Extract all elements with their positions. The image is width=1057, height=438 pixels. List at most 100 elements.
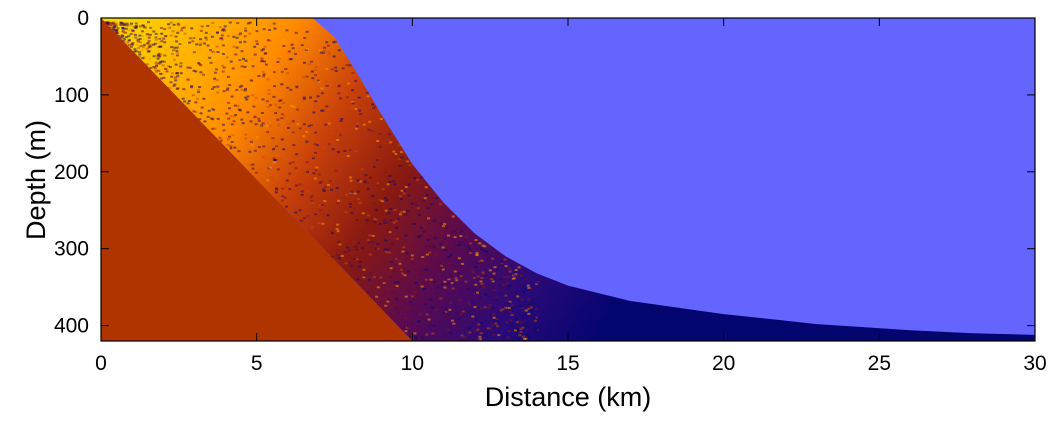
field-speckle (172, 90, 176, 93)
field-speckle (468, 303, 472, 306)
field-speckle (367, 241, 371, 244)
field-speckle (483, 306, 487, 309)
field-speckle (413, 218, 417, 221)
field-speckle (164, 35, 168, 37)
field-speckle (535, 282, 539, 285)
field-speckle (523, 280, 527, 283)
field-speckle (197, 91, 201, 94)
field-speckle (336, 139, 339, 141)
field-speckle (407, 194, 411, 197)
field-speckle (394, 226, 398, 229)
field-speckle (257, 75, 261, 77)
field-speckle (213, 77, 217, 80)
field-speckle (147, 36, 151, 39)
x-axis: 0 5 10 15 20 25 30 (95, 18, 1047, 375)
field-speckle (521, 314, 525, 317)
field-speckle (385, 199, 389, 202)
field-speckle (453, 270, 457, 273)
field-speckle (163, 41, 167, 44)
field-speckle (325, 84, 329, 87)
field-speckle (337, 92, 341, 95)
field-speckle (370, 129, 374, 132)
field-speckle (514, 269, 518, 271)
field-speckle (189, 106, 192, 109)
field-speckle (402, 246, 406, 249)
field-speckle (474, 239, 478, 241)
field-speckle (141, 49, 145, 52)
field-speckle (392, 180, 395, 183)
field-speckle (476, 305, 480, 307)
field-speckle (249, 120, 253, 123)
field-speckle (191, 40, 195, 43)
field-speckle (516, 321, 520, 324)
field-speckle (134, 25, 138, 28)
field-speckle (240, 118, 244, 121)
field-speckle (309, 124, 313, 126)
field-speckle (358, 261, 362, 263)
field-speckle (242, 57, 245, 60)
field-region (101, 18, 1035, 341)
field-speckle (228, 84, 232, 86)
field-speckle (175, 51, 179, 54)
field-speckle (499, 309, 503, 312)
field-speckle (504, 265, 508, 268)
field-speckle (266, 105, 270, 108)
field-speckle (403, 267, 407, 270)
field-texture (104, 21, 540, 341)
field-speckle (499, 278, 503, 281)
field-speckle (404, 243, 407, 246)
field-speckle (454, 244, 458, 247)
field-speckle (399, 195, 403, 198)
field-speckle (479, 307, 483, 309)
field-speckle (138, 41, 142, 44)
field-speckle (508, 310, 512, 313)
field-speckle (172, 84, 176, 87)
field-speckle (376, 247, 380, 250)
field-speckle (521, 307, 525, 310)
field-speckle (111, 28, 115, 31)
field-speckle (494, 322, 498, 325)
field-speckle (514, 306, 518, 308)
field-speckle (383, 197, 387, 200)
field-speckle (111, 22, 115, 25)
field-speckle (170, 46, 174, 49)
field-speckle (199, 64, 203, 67)
field-speckle (163, 28, 167, 31)
field-speckle (373, 217, 376, 220)
field-speckle (159, 45, 163, 48)
field-speckle (376, 286, 380, 289)
field-speckle (495, 268, 499, 271)
field-speckle (294, 167, 298, 170)
field-speckle (472, 271, 476, 274)
field-speckle (528, 289, 532, 291)
y-tick-label: 100 (54, 84, 89, 107)
field-speckle (347, 238, 351, 241)
field-speckle (330, 230, 334, 233)
field-speckle (223, 130, 227, 133)
field-speckle (447, 263, 451, 266)
field-speckle (262, 75, 265, 78)
field-speckle (459, 308, 463, 311)
field-speckle (399, 198, 403, 201)
field-speckle (392, 221, 396, 224)
field-speckle (459, 313, 463, 315)
field-speckle (237, 108, 241, 111)
field-speckle (266, 131, 270, 134)
field-speckle (246, 74, 249, 77)
field-speckle (167, 65, 170, 68)
field-speckle (513, 290, 517, 293)
field-speckle (427, 324, 431, 327)
field-speckle (244, 96, 248, 99)
field-speckle (422, 199, 426, 202)
field-speckle (451, 319, 454, 322)
field-speckle (443, 280, 447, 283)
field-speckle (482, 272, 486, 275)
field-speckle (503, 276, 507, 279)
field-speckle (449, 254, 453, 256)
field-speckle (241, 122, 245, 125)
field-speckle (430, 203, 434, 206)
field-speckle (147, 46, 151, 49)
field-speckle (424, 186, 428, 189)
field-speckle (253, 149, 257, 152)
field-speckle (357, 96, 361, 99)
